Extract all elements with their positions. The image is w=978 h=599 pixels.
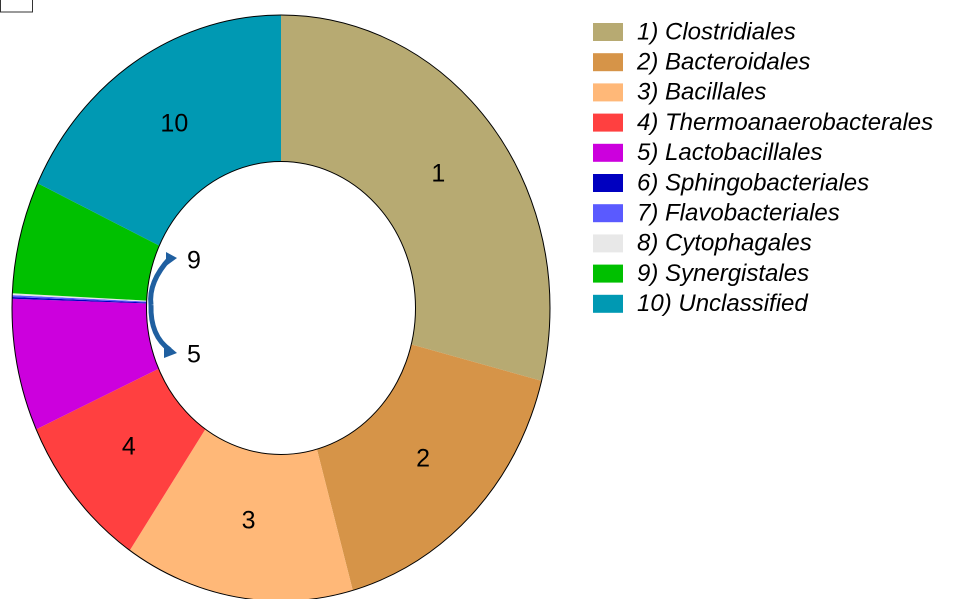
slice-label: 9 xyxy=(187,247,201,275)
legend-swatch xyxy=(593,174,623,192)
slice xyxy=(129,429,353,599)
slice xyxy=(11,298,159,430)
slice xyxy=(12,296,147,304)
legend-swatch xyxy=(593,264,623,283)
legend-swatch xyxy=(593,294,623,313)
legend-label: 2) Bacteroidales xyxy=(636,49,810,76)
slice xyxy=(37,15,281,246)
slice-label: 4 xyxy=(122,432,136,460)
legend-swatch xyxy=(593,83,623,102)
legend-label: 9) Synergistales xyxy=(637,260,809,287)
legend-label: 4) Thermoanaerobacterales xyxy=(637,109,933,136)
slice xyxy=(12,293,147,302)
slice xyxy=(281,15,551,381)
slice-label: 2 xyxy=(416,444,430,472)
legend-swatch xyxy=(593,53,623,72)
slice-label: 5 xyxy=(187,341,201,369)
legend-label: 10) Unclassified xyxy=(637,290,808,317)
inner-hole xyxy=(146,161,416,455)
legend-swatch xyxy=(593,204,623,223)
slice-label: 10 xyxy=(160,110,188,138)
slice xyxy=(12,183,160,301)
slice xyxy=(316,344,542,591)
legend-label: 8) Cytophagales xyxy=(637,230,812,257)
legend-swatch xyxy=(593,23,623,41)
outer-edge xyxy=(11,14,551,599)
legend-swatch xyxy=(593,113,623,132)
legend-label: 7) Flavobacteriales xyxy=(637,200,840,227)
legend-label: 6) Sphingobacteriales xyxy=(637,169,869,196)
slice xyxy=(36,368,206,551)
corner-box xyxy=(0,0,33,13)
legend-label: 5) Lactobacillales xyxy=(637,139,822,166)
legend-label: 3) Bacillales xyxy=(637,79,766,106)
legend-swatch xyxy=(593,234,623,253)
legend-swatch xyxy=(593,143,623,162)
slice xyxy=(12,295,147,303)
arrow-head xyxy=(166,252,177,266)
arrow-head xyxy=(164,342,177,358)
legend-label: 1) Clostridiales xyxy=(637,18,796,45)
slice-label: 1 xyxy=(431,160,445,188)
slice-label: 3 xyxy=(242,507,256,535)
